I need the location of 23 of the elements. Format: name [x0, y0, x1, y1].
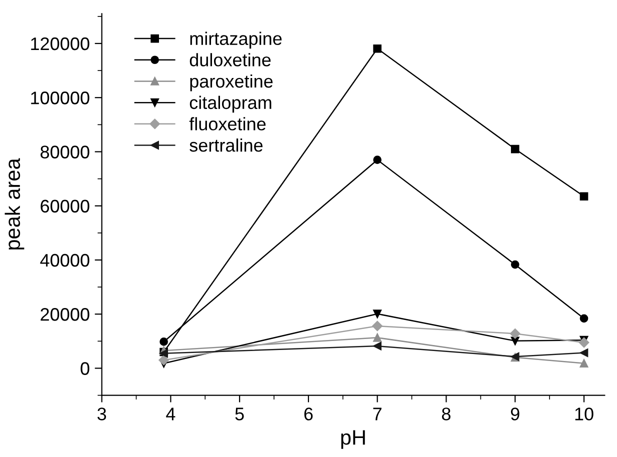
legend-label: duloxetine: [190, 53, 271, 66]
y-axis-title: peak area: [4, 158, 24, 250]
x-tick-label: 3: [97, 408, 106, 420]
x-axis-title: pH: [341, 430, 365, 449]
x-tick-label: 6: [304, 408, 313, 420]
x-tick-label: 9: [510, 408, 520, 420]
x-tick-label: 8: [442, 408, 450, 420]
y-tick-label: 20000: [40, 308, 90, 321]
legend-label: sertraline: [190, 138, 263, 152]
legend-label: citalopram: [190, 96, 272, 113]
x-tick-label: 5: [235, 408, 244, 420]
x-tick-label: 10: [575, 408, 594, 420]
legend-label: paroxetine: [190, 74, 273, 92]
x-tick-label: 4: [166, 408, 176, 420]
y-tick-label: 60000: [40, 200, 90, 213]
y-tick-label: 0: [80, 362, 90, 375]
y-tick-label: 40000: [40, 254, 90, 267]
legend-label: mirtazapine: [190, 32, 282, 49]
y-tick-label: 80000: [40, 146, 90, 158]
y-tick-label: 120000: [31, 37, 90, 50]
legend-label: fluoxetine: [189, 117, 266, 130]
y-tick-label: 100000: [31, 92, 90, 104]
x-tick-label: 7: [373, 408, 382, 420]
